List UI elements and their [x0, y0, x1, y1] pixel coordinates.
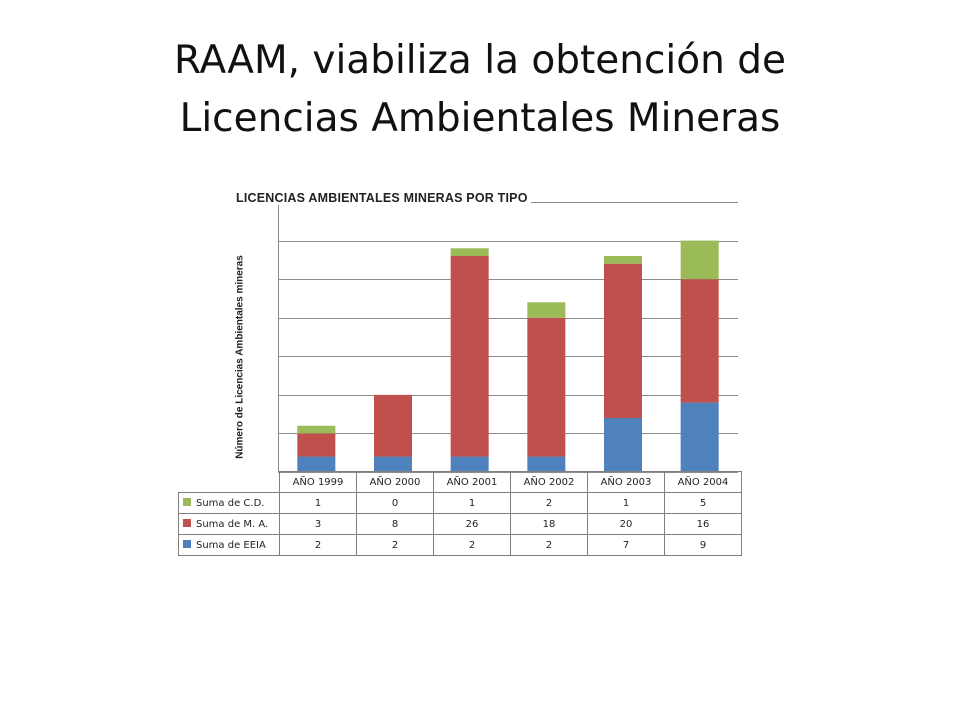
- data-label: 2: [510, 492, 588, 514]
- data-label: 8: [356, 513, 434, 535]
- bar-segment: [680, 279, 719, 403]
- data-label: 20: [587, 513, 665, 535]
- legend-label: Suma de M. A.: [196, 518, 269, 530]
- data-label: 26: [433, 513, 511, 535]
- legend-entry: Suma de M. A.: [178, 513, 280, 535]
- bar-segment: [450, 256, 489, 457]
- bar-segment: [604, 418, 642, 472]
- table-row: Suma de C.D. 1 0 1 2 1 5: [178, 492, 742, 514]
- x-tick-label: AÑO 2004: [664, 471, 742, 493]
- legend-swatch: [183, 539, 191, 548]
- table-row: Suma de EEIA 2 2 2 2 7 9: [178, 534, 742, 556]
- x-tick-label: AÑO 2002: [510, 471, 588, 493]
- data-label: 0: [356, 492, 434, 514]
- bar-segment: [527, 317, 566, 457]
- slide-title: RAAM, viabiliza la obtención de Licencia…: [40, 32, 920, 148]
- data-label: 1: [587, 492, 665, 514]
- legend-swatch: [183, 497, 191, 506]
- y-axis-label: Número de Licencias Ambientales mineras: [234, 255, 246, 459]
- chart-title: LICENCIAS AMBIENTALES MINERAS POR TIPO: [236, 191, 531, 205]
- data-label: 1: [433, 492, 511, 514]
- table-corner: [178, 471, 280, 493]
- bar-segment: [374, 456, 412, 472]
- bar-segment: [680, 240, 719, 280]
- slide-title-line-2: Licencias Ambientales Mineras: [179, 96, 781, 141]
- x-tick-label: AÑO 1999: [279, 471, 357, 493]
- legend-label: Suma de EEIA: [196, 539, 266, 551]
- slide-title-line-1: RAAM, viabiliza la obtención de: [173, 38, 786, 83]
- bar-segment: [527, 302, 566, 318]
- x-tick-label: AÑO 2001: [433, 471, 511, 493]
- legend-entry: Suma de C.D.: [178, 492, 280, 514]
- data-label: 18: [510, 513, 588, 535]
- x-tick-label: AÑO 2003: [587, 471, 665, 493]
- bar-segment: [604, 263, 642, 418]
- bar-segment: [450, 248, 489, 256]
- bar-segment: [374, 394, 412, 457]
- data-label: 3: [279, 513, 357, 535]
- table-row: Suma de M. A. 3 8 26 18 20 16: [178, 513, 742, 535]
- bar-segment: [297, 433, 336, 457]
- bar-segment: [527, 456, 566, 472]
- bar-segment: [297, 456, 336, 472]
- bar-segment: [450, 456, 489, 472]
- bar-segment: [297, 425, 336, 434]
- bar-segment: [680, 402, 719, 472]
- legend-label: Suma de C.D.: [196, 497, 265, 509]
- table-header-row: AÑO 1999 AÑO 2000 AÑO 2001 AÑO 2002 AÑO 2003…: [178, 471, 742, 493]
- data-label: 2: [510, 534, 588, 556]
- legend-swatch: [183, 518, 191, 527]
- data-label: 5: [664, 492, 742, 514]
- data-label: 2: [356, 534, 434, 556]
- legend-entry: Suma de EEIA: [178, 534, 280, 556]
- x-tick-label: AÑO 2000: [356, 471, 434, 493]
- data-label: 2: [433, 534, 511, 556]
- data-label: 1: [279, 492, 357, 514]
- chart-data-table: AÑO 1999 AÑO 2000 AÑO 2001 AÑO 2002 AÑO 2003…: [178, 471, 742, 556]
- data-label: 16: [664, 513, 742, 535]
- data-label: 9: [664, 534, 742, 556]
- bar-segment: [604, 256, 642, 264]
- data-label: 7: [587, 534, 665, 556]
- data-label: 2: [279, 534, 357, 556]
